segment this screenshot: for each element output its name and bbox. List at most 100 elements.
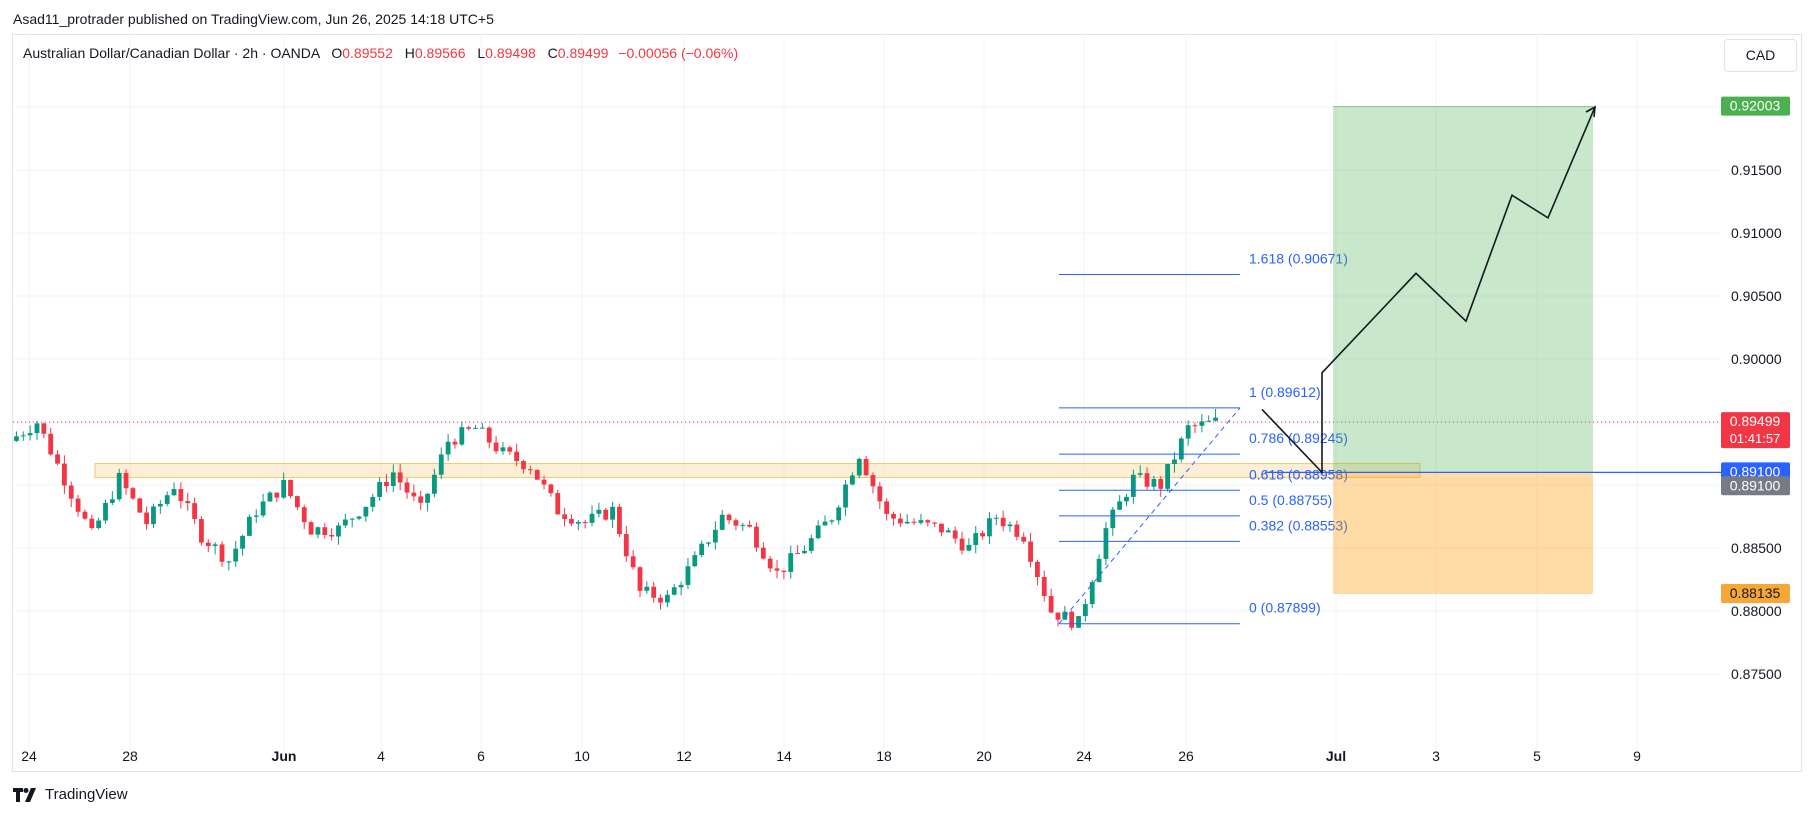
- candle-body[interactable]: [596, 509, 602, 514]
- candle-body[interactable]: [706, 542, 711, 544]
- candle-body[interactable]: [1021, 536, 1027, 542]
- candle-body[interactable]: [1185, 425, 1191, 439]
- candle-body[interactable]: [144, 512, 150, 525]
- candle-body[interactable]: [192, 503, 197, 520]
- candle-body[interactable]: [630, 556, 636, 568]
- candle-body[interactable]: [377, 482, 382, 497]
- candle-body[interactable]: [699, 543, 705, 556]
- candle-body[interactable]: [973, 533, 979, 545]
- candle-body[interactable]: [603, 509, 609, 520]
- symbol-name[interactable]: Australian Dollar/Canadian Dollar · 2h ·…: [23, 45, 320, 61]
- candle-body[interactable]: [1151, 478, 1157, 487]
- candle-body[interactable]: [82, 511, 88, 519]
- candle-body[interactable]: [151, 506, 156, 525]
- candle-body[interactable]: [1096, 558, 1102, 583]
- candle-body[interactable]: [651, 586, 657, 598]
- candle-body[interactable]: [281, 479, 287, 498]
- candle-body[interactable]: [342, 519, 348, 526]
- candle-body[interactable]: [1158, 478, 1164, 489]
- candle-body[interactable]: [829, 520, 835, 522]
- candle-body[interactable]: [55, 454, 60, 464]
- candle-body[interactable]: [589, 513, 595, 523]
- candle-body[interactable]: [370, 496, 376, 507]
- candle-body[interactable]: [1000, 517, 1006, 527]
- candle-body[interactable]: [445, 441, 451, 455]
- candle-body[interactable]: [390, 472, 396, 487]
- candle-body[interactable]: [644, 586, 650, 591]
- candle-body[interactable]: [452, 441, 458, 445]
- candle-body[interactable]: [219, 544, 225, 562]
- candle-body[interactable]: [473, 427, 478, 429]
- candle-body[interactable]: [678, 584, 684, 588]
- candle-body[interactable]: [157, 503, 163, 507]
- candle-body[interactable]: [459, 427, 465, 445]
- candle-body[interactable]: [514, 451, 520, 462]
- candle-body[interactable]: [993, 517, 999, 519]
- candle-body[interactable]: [795, 553, 800, 555]
- candle-body[interactable]: [267, 492, 273, 502]
- candle-body[interactable]: [349, 518, 355, 520]
- candle-body[interactable]: [534, 469, 540, 480]
- candle-body[interactable]: [582, 521, 588, 523]
- candle-body[interactable]: [548, 484, 554, 494]
- candle-body[interactable]: [575, 521, 581, 524]
- candle-body[interactable]: [500, 447, 506, 452]
- price-tag[interactable]: [1721, 583, 1790, 603]
- candle-body[interactable]: [911, 521, 917, 523]
- candle-body[interactable]: [27, 433, 33, 436]
- price-tag[interactable]: [1721, 96, 1790, 116]
- candle-body[interactable]: [808, 538, 814, 551]
- candle-body[interactable]: [671, 587, 677, 595]
- candle-body[interactable]: [205, 542, 211, 547]
- candle-body[interactable]: [240, 535, 245, 549]
- candle-body[interactable]: [685, 566, 691, 585]
- candle-body[interactable]: [747, 524, 753, 527]
- candle-body[interactable]: [384, 482, 389, 487]
- candle-body[interactable]: [897, 518, 903, 524]
- candle-body[interactable]: [939, 523, 944, 533]
- candle-body[interactable]: [116, 472, 122, 500]
- stop-loss-zone[interactable]: [1333, 472, 1593, 594]
- candle-body[interactable]: [1076, 616, 1081, 628]
- candle-body[interactable]: [925, 520, 931, 523]
- candle-body[interactable]: [877, 486, 883, 502]
- candle-body[interactable]: [1048, 596, 1054, 613]
- candle-body[interactable]: [103, 502, 108, 521]
- candle-body[interactable]: [521, 461, 526, 470]
- candle-body[interactable]: [754, 526, 759, 548]
- candle-body[interactable]: [1206, 420, 1212, 422]
- candle-body[interactable]: [185, 501, 191, 504]
- candle-body[interactable]: [802, 550, 807, 554]
- candle-body[interactable]: [411, 492, 417, 497]
- candle-body[interactable]: [363, 506, 369, 517]
- candle-body[interactable]: [1192, 425, 1198, 427]
- candle-body[interactable]: [199, 519, 204, 543]
- candle-body[interactable]: [1130, 474, 1136, 497]
- candle-body[interactable]: [1172, 459, 1177, 465]
- candle-body[interactable]: [959, 538, 965, 551]
- candle-body[interactable]: [952, 530, 958, 539]
- candle-body[interactable]: [987, 518, 992, 537]
- candle-body[interactable]: [541, 479, 547, 485]
- candle-body[interactable]: [315, 527, 321, 535]
- candle-body[interactable]: [850, 475, 855, 485]
- candle-body[interactable]: [562, 514, 568, 519]
- candle-body[interactable]: [130, 488, 136, 499]
- projection-path[interactable]: [1261, 106, 1596, 475]
- candle-body[interactable]: [760, 547, 766, 559]
- candle-body[interactable]: [966, 544, 972, 551]
- candle-body[interactable]: [507, 447, 513, 452]
- candle-body[interactable]: [815, 525, 821, 539]
- candle-body[interactable]: [61, 463, 67, 486]
- candle-body[interactable]: [692, 555, 698, 567]
- candle-body[interactable]: [41, 423, 47, 434]
- profit-zone[interactable]: [1333, 106, 1593, 473]
- candle-body[interactable]: [294, 496, 300, 508]
- candle-body[interactable]: [918, 520, 924, 523]
- candle-body[interactable]: [1028, 541, 1033, 562]
- candle-body[interactable]: [438, 454, 444, 475]
- candle-body[interactable]: [1103, 528, 1109, 559]
- candle-body[interactable]: [870, 475, 876, 487]
- candle-body[interactable]: [75, 498, 81, 512]
- price-tag[interactable]: [1721, 412, 1790, 449]
